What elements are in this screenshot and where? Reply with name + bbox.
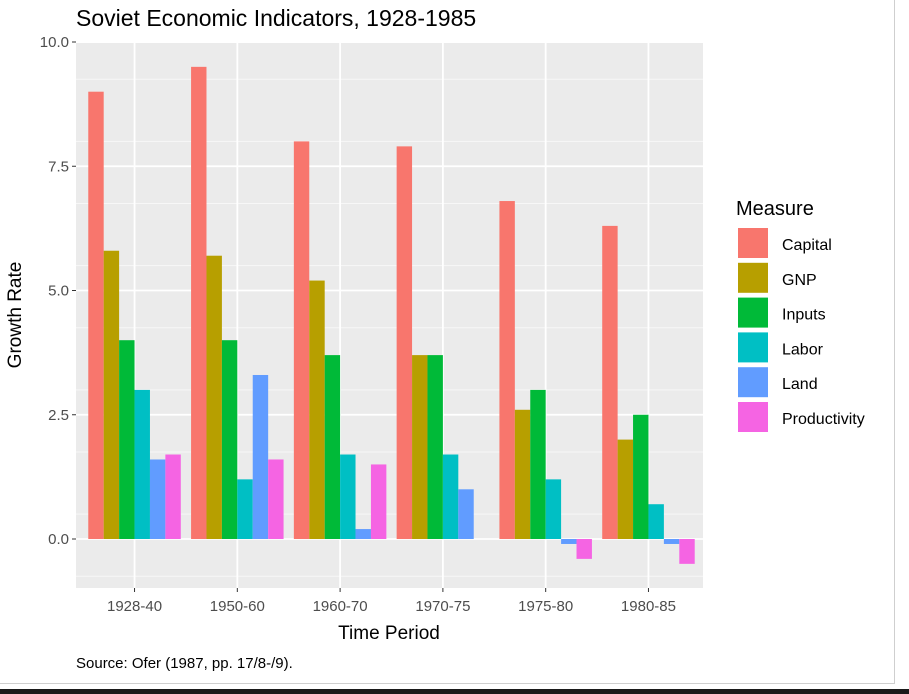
x-tick-label: 1980-85 <box>621 598 676 615</box>
y-tick-labels: 0.0 2.5 5.0 7.5 10.0 <box>40 34 76 548</box>
bar <box>355 529 371 539</box>
bar <box>165 454 181 539</box>
bar <box>309 280 325 539</box>
bar <box>191 66 207 539</box>
bars <box>88 66 695 564</box>
legend-label: GNP <box>782 272 817 289</box>
bar <box>561 539 577 544</box>
y-tick-label: 7.5 <box>48 158 69 175</box>
bar <box>679 539 695 564</box>
bar <box>458 489 474 539</box>
grid-lines <box>76 41 703 588</box>
bar <box>576 539 592 559</box>
bar <box>134 389 150 539</box>
bar <box>252 374 269 539</box>
legend-label: Productivity <box>782 411 865 428</box>
legend: Measure Capital GNP Inputs Labor Land Product… <box>736 198 865 432</box>
x-axis-title: Time Period <box>338 623 440 644</box>
x-tick-label: 1928-40 <box>107 598 162 615</box>
bottom-edge-bar <box>0 689 909 694</box>
y-tick-label: 5.0 <box>48 283 69 300</box>
bar <box>617 439 634 539</box>
bar <box>499 201 515 540</box>
bar <box>221 340 238 539</box>
bar <box>396 146 413 539</box>
bar <box>370 464 387 539</box>
source-caption: Source: Ofer (1987, pp. 17/8-/9). <box>76 655 293 672</box>
legend-swatch <box>738 332 768 363</box>
chart-title: Soviet Economic Indicators, 1928-1985 <box>76 5 476 31</box>
bar <box>293 141 310 539</box>
bar <box>88 91 104 539</box>
bar <box>602 225 618 539</box>
legend-swatch <box>738 367 768 398</box>
bar <box>545 479 562 539</box>
bar <box>648 504 664 539</box>
legend-label: Land <box>782 376 818 393</box>
legend-swatch <box>738 297 768 328</box>
bar <box>268 459 284 539</box>
legend-label: Capital <box>782 237 832 254</box>
x-tick-label: 1960-70 <box>313 598 368 615</box>
legend-title: Measure <box>736 198 814 220</box>
legend-swatch <box>738 262 768 293</box>
bar <box>103 250 120 540</box>
bar <box>237 479 253 539</box>
bar <box>412 355 428 539</box>
bar <box>633 414 649 539</box>
legend-swatch <box>738 402 768 432</box>
bar <box>442 454 459 539</box>
y-tick-label: 0.0 <box>48 531 69 548</box>
y-tick-label: 10.0 <box>40 34 69 51</box>
x-tick-label: 1975-80 <box>518 598 573 615</box>
legend-label: Inputs <box>782 307 826 324</box>
window-frame <box>0 0 895 684</box>
y-tick-label: 2.5 <box>48 407 69 424</box>
bar <box>530 389 546 539</box>
bar <box>663 539 680 544</box>
legend-label: Labor <box>782 341 824 358</box>
bar <box>119 340 135 539</box>
legend-swatch <box>738 228 768 258</box>
bar <box>340 454 356 539</box>
y-axis-title: Growth Rate <box>5 262 26 369</box>
bar <box>149 459 166 539</box>
x-tick-labels: 1928-40 1950-60 1960-70 1970-75 1975-80 1980-… <box>107 588 676 615</box>
x-tick-label: 1970-75 <box>415 598 470 615</box>
x-tick-label: 1950-60 <box>210 598 265 615</box>
bar <box>206 255 222 539</box>
bar <box>427 355 443 539</box>
legend-items: Capital GNP Inputs Labor Land Productivity <box>738 228 865 432</box>
bar <box>514 409 531 539</box>
bar <box>324 355 341 539</box>
